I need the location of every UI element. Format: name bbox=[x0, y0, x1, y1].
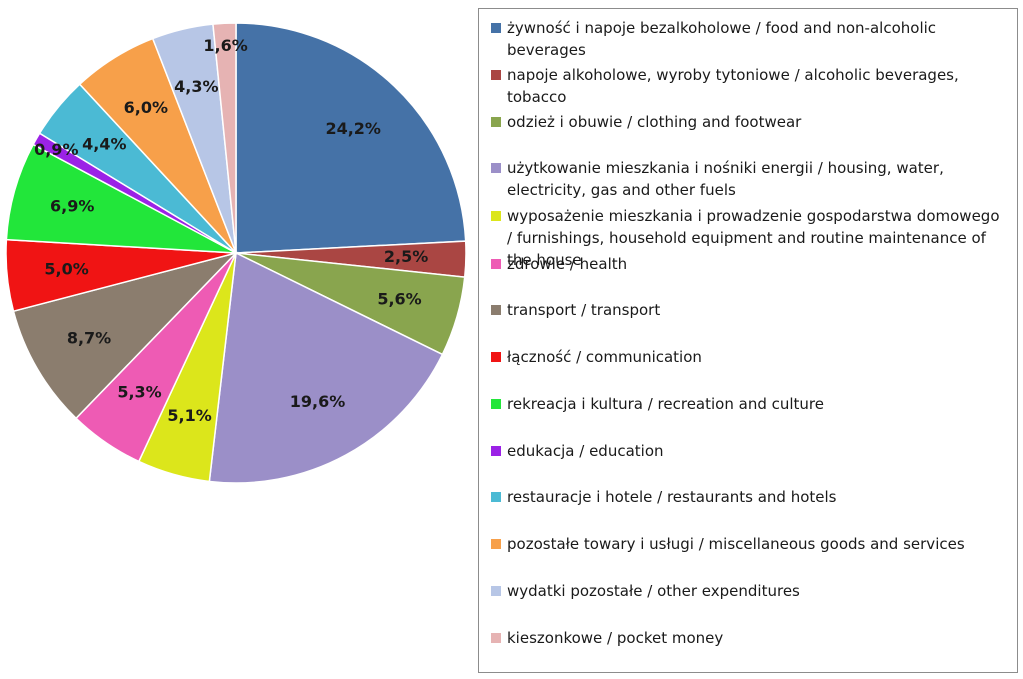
legend-item: pozostałe towary i usługi / miscellaneou… bbox=[491, 533, 1009, 555]
legend-label: zdrowie / health bbox=[507, 255, 628, 273]
legend-label: rekreacja i kultura / recreation and cul… bbox=[507, 395, 824, 413]
legend-label: wyposażenie mieszkania i prowadzenie gos… bbox=[507, 207, 1000, 269]
legend-label: transport / transport bbox=[507, 301, 661, 319]
legend-swatch bbox=[491, 117, 501, 127]
slice-value-label: 4,4% bbox=[82, 135, 126, 154]
slice-value-label: 6,9% bbox=[50, 196, 94, 215]
legend-swatch bbox=[491, 633, 501, 643]
slice-value-label: 5,3% bbox=[117, 383, 161, 402]
legend-swatch bbox=[491, 211, 501, 221]
legend-item: kieszonkowe / pocket money bbox=[491, 627, 1009, 649]
chart-legend: żywność i napoje bezalkoholowe / food an… bbox=[478, 8, 1018, 673]
legend-item: wyposażenie mieszkania i prowadzenie gos… bbox=[491, 205, 1009, 271]
slice-value-label: 1,6% bbox=[203, 36, 247, 55]
legend-swatch bbox=[491, 163, 501, 173]
slice-value-label: 6,0% bbox=[124, 98, 168, 117]
slice-value-label: 8,7% bbox=[67, 328, 111, 347]
slice-value-label: 24,2% bbox=[325, 119, 381, 138]
legend-swatch bbox=[491, 305, 501, 315]
pie-slice bbox=[12, 251, 239, 420]
legend-swatch bbox=[491, 492, 501, 502]
legend-label: łączność / communication bbox=[507, 348, 702, 366]
legend-swatch bbox=[491, 23, 501, 33]
legend-item: rekreacja i kultura / recreation and cul… bbox=[491, 393, 1009, 415]
legend-label: wydatki pozostałe / other expenditures bbox=[507, 582, 800, 600]
pie-slice bbox=[235, 22, 467, 254]
slice-value-label: 19,6% bbox=[290, 392, 346, 411]
pie-slice bbox=[208, 251, 444, 484]
slice-value-label: 5,0% bbox=[44, 259, 88, 278]
slice-value-label: 5,1% bbox=[167, 406, 211, 425]
legend-label: edukacja / education bbox=[507, 442, 664, 460]
legend-item: wydatki pozostałe / other expenditures bbox=[491, 580, 1009, 602]
slice-value-label: 2,5% bbox=[384, 247, 428, 266]
legend-label: restauracje i hotele / restaurants and h… bbox=[507, 488, 837, 506]
legend-item: użytkowanie mieszkania i nośniki energii… bbox=[491, 157, 1009, 201]
legend-label: odzież i obuwie / clothing and footwear bbox=[507, 113, 802, 131]
pie-slice bbox=[212, 22, 237, 254]
legend-swatch bbox=[491, 539, 501, 549]
legend-item: napoje alkoholowe, wyroby tytoniowe / al… bbox=[491, 64, 1009, 108]
legend-item: łączność / communication bbox=[491, 346, 1009, 368]
legend-swatch bbox=[491, 352, 501, 362]
legend-label: pozostałe towary i usługi / miscellaneou… bbox=[507, 535, 965, 553]
legend-swatch bbox=[491, 399, 501, 409]
legend-label: napoje alkoholowe, wyroby tytoniowe / al… bbox=[507, 66, 959, 106]
legend-swatch bbox=[491, 446, 501, 456]
legend-item: odzież i obuwie / clothing and footwear bbox=[491, 111, 1009, 133]
legend-item: edukacja / education bbox=[491, 440, 1009, 462]
legend-label: żywność i napoje bezalkoholowe / food an… bbox=[507, 19, 937, 59]
legend-item: żywność i napoje bezalkoholowe / food an… bbox=[491, 17, 1009, 61]
legend-swatch bbox=[491, 259, 501, 269]
legend-swatch bbox=[491, 586, 501, 596]
slice-value-label: 5,6% bbox=[377, 290, 421, 309]
legend-swatch bbox=[491, 70, 501, 80]
slice-value-label: 4,3% bbox=[174, 77, 218, 96]
legend-label: kieszonkowe / pocket money bbox=[507, 629, 724, 647]
legend-label: użytkowanie mieszkania i nośniki energii… bbox=[507, 159, 944, 199]
legend-item: transport / transport bbox=[491, 299, 1009, 321]
slice-value-label: 0,9% bbox=[34, 140, 78, 159]
pie-chart: 24,2% 2,5% 5,6% 19,6% 5,1% 5,3% 8,7% 5,0% 6,9% 0,… bbox=[5, 22, 467, 484]
legend-item: restauracje i hotele / restaurants and h… bbox=[491, 486, 1009, 508]
legend-item: zdrowie / health bbox=[491, 253, 1009, 275]
